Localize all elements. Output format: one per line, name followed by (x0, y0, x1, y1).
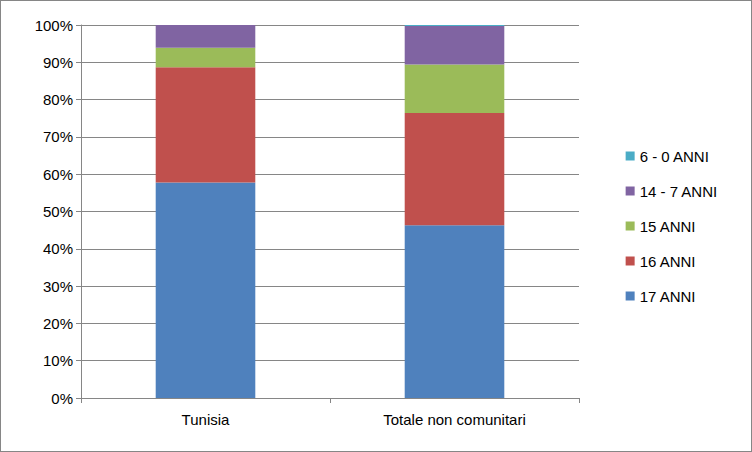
svg-text:10%: 10% (43, 352, 73, 369)
svg-text:90%: 90% (43, 54, 73, 71)
svg-text:40%: 40% (43, 240, 73, 257)
svg-text:80%: 80% (43, 91, 73, 108)
svg-text:14 - 7 ANNI: 14 - 7 ANNI (640, 183, 718, 200)
svg-text:6 - 0 ANNI: 6 - 0 ANNI (640, 148, 709, 165)
svg-text:Tunisia: Tunisia (182, 411, 230, 428)
svg-text:15 ANNI: 15 ANNI (640, 218, 696, 235)
svg-text:30%: 30% (43, 278, 73, 295)
svg-text:Totale non comunitari: Totale non comunitari (383, 411, 526, 428)
svg-text:70%: 70% (43, 128, 73, 145)
svg-text:17 ANNI: 17 ANNI (640, 288, 696, 305)
svg-text:100%: 100% (35, 17, 73, 34)
svg-text:50%: 50% (43, 203, 73, 220)
svg-text:60%: 60% (43, 166, 73, 183)
svg-text:0%: 0% (51, 390, 73, 407)
svg-text:20%: 20% (43, 315, 73, 332)
svg-text:16 ANNI: 16 ANNI (640, 253, 696, 270)
